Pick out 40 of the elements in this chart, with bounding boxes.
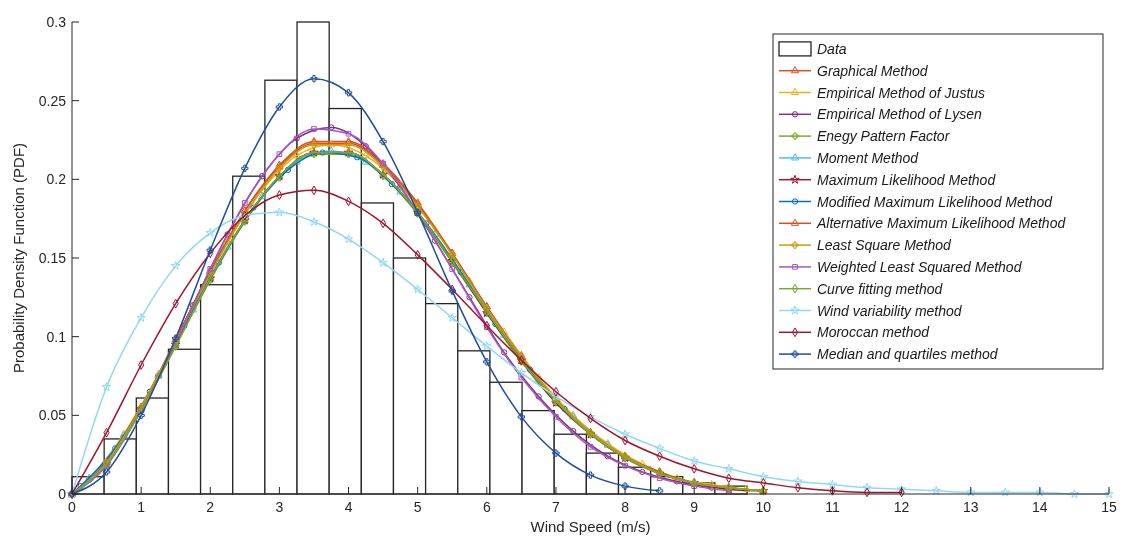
x-tick-label: 9: [690, 499, 699, 515]
y-tick-label: 0.15: [38, 250, 67, 266]
legend-label: Curve fitting method: [817, 280, 944, 297]
y-tick-label: 0.3: [46, 14, 67, 30]
x-tick-label: 0: [68, 499, 77, 515]
y-tick-label: 0.1: [46, 328, 67, 345]
x-tick-label: 5: [413, 499, 422, 515]
x-tick-label: 7: [552, 499, 561, 515]
x-tick-label: 3: [275, 499, 284, 515]
legend-label: Maximum Likelihood Method: [817, 171, 997, 188]
y-axis-title: Probability Density Function (PDF): [10, 142, 27, 374]
legend-label: Median and quartiles method: [817, 346, 999, 363]
x-tick-label: 13: [962, 499, 979, 515]
legend-label: Moment Method: [817, 149, 920, 166]
y-tick-label: 0.2: [46, 171, 67, 188]
x-tick-label: 4: [344, 499, 353, 515]
legend-label: Empirical Method of Lysen: [817, 106, 982, 123]
x-axis-title: Wind Speed (m/s): [530, 518, 651, 535]
legend-label: Alternative Maximum Likelihood Method: [816, 215, 1067, 232]
x-tick-label: 12: [893, 499, 910, 515]
x-tick-label: 10: [755, 499, 772, 515]
x-tick-label: 15: [1101, 499, 1117, 515]
x-tick-label: 6: [482, 499, 491, 515]
legend-label: Empirical Method of Justus: [817, 84, 986, 101]
x-tick-label: 11: [825, 499, 840, 515]
x-tick-label: 14: [1032, 499, 1048, 515]
y-tick-label: 0.05: [38, 407, 67, 424]
legend-label: Wind variability method: [817, 302, 963, 319]
legend-label: Weighted Least Squared Method: [817, 258, 1023, 275]
legend-label: Moroccan method: [817, 324, 931, 341]
legend-label: Graphical Method: [817, 62, 929, 79]
y-tick-label: 0.25: [38, 92, 67, 109]
x-tick-label: 1: [137, 499, 146, 515]
x-tick-label: 8: [621, 499, 630, 515]
legend-label: Enegy Pattern Factor: [817, 128, 951, 145]
legend-label: Modified Maximum Likelihood Method: [817, 193, 1054, 210]
legend-label: Least Square Method: [817, 237, 953, 254]
legend-label: Data: [817, 40, 847, 57]
x-tick-label: 2: [206, 499, 215, 515]
y-tick-label: 0: [58, 486, 67, 502]
